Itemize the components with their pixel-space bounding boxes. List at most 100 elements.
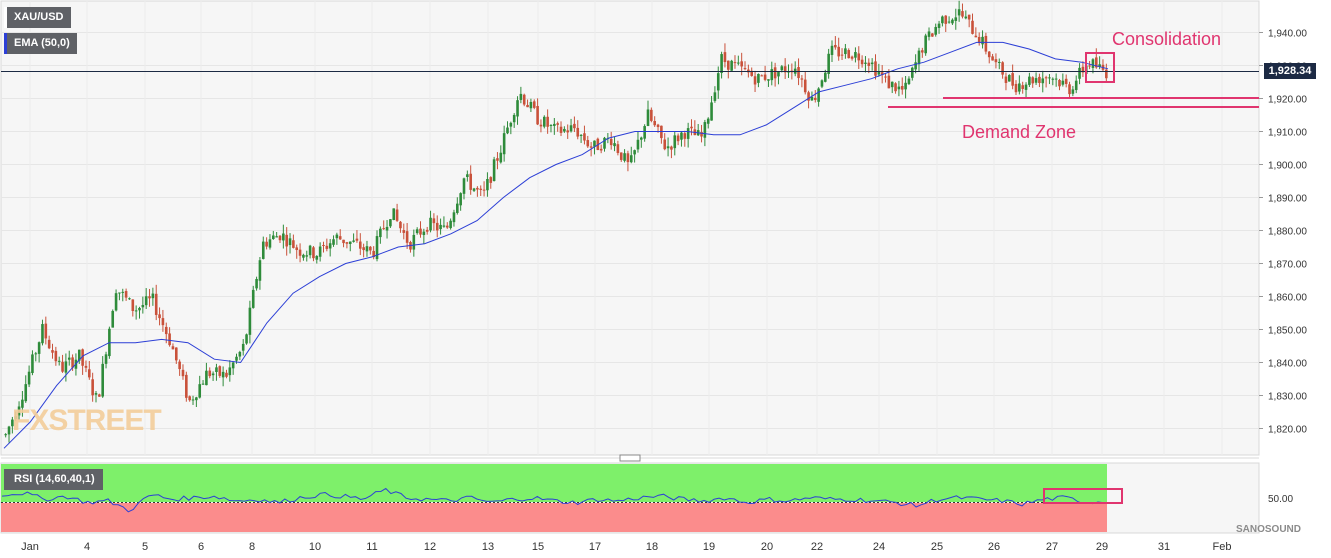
candle-body — [619, 152, 623, 160]
candle-body — [824, 72, 827, 82]
candle-body — [385, 226, 389, 231]
candle-body — [1051, 78, 1055, 80]
candle-body — [369, 246, 372, 251]
candle-body — [579, 134, 583, 136]
candle-body — [680, 132, 683, 140]
candle-body — [633, 150, 636, 155]
candle-body — [512, 114, 516, 123]
candle-body — [904, 82, 907, 90]
candle-body — [174, 347, 178, 361]
candle-body — [971, 20, 974, 34]
time-tick-label: 12 — [424, 541, 436, 553]
candle-body — [415, 229, 419, 234]
candle-body — [1044, 77, 1048, 79]
candle-body — [763, 74, 767, 80]
candle-body — [238, 351, 242, 357]
candle-body — [268, 239, 272, 248]
candle-body — [148, 296, 151, 299]
candle-body — [563, 128, 566, 132]
candle-body — [178, 361, 181, 370]
candle-body — [181, 369, 185, 377]
candle-body — [302, 254, 305, 258]
candle-body — [559, 126, 563, 133]
candle-body — [486, 179, 489, 191]
time-tick-label: Jan — [21, 541, 39, 553]
candle-body — [1078, 67, 1081, 79]
candle-body — [392, 208, 396, 220]
candle-body — [720, 54, 723, 74]
candle-body — [158, 314, 161, 319]
candle-body — [335, 234, 339, 239]
price-tick-label: 1,920.00 — [1268, 95, 1307, 106]
candle-body — [4, 434, 7, 436]
candle-body — [352, 240, 355, 242]
candle-body — [629, 155, 633, 163]
candle-body — [17, 406, 21, 416]
candle-body — [114, 293, 118, 311]
candle-body — [683, 133, 687, 139]
candle-body — [783, 66, 787, 73]
candle-body — [358, 241, 362, 249]
candle-body — [937, 23, 941, 28]
candle-body — [101, 363, 104, 397]
candle-body — [375, 236, 379, 260]
candle-body — [609, 138, 613, 146]
candle-body — [967, 14, 971, 20]
candle-body — [111, 310, 115, 328]
candle-body — [124, 291, 128, 298]
candle-body — [185, 374, 188, 398]
candle-body — [921, 50, 924, 53]
candle-body — [974, 35, 978, 38]
candle-body — [1041, 78, 1045, 84]
candle-body — [917, 50, 921, 65]
candle-body — [201, 383, 205, 385]
candle-body — [646, 109, 650, 126]
main-plot-area — [0, 0, 1260, 456]
candle-body — [275, 236, 278, 238]
candle-body — [171, 346, 175, 350]
candle-body — [900, 86, 904, 90]
candle-body — [37, 342, 41, 354]
candle-body — [723, 52, 727, 63]
candle-body — [994, 59, 998, 63]
rsi-highlight-box — [1043, 488, 1123, 504]
candle-body — [964, 16, 968, 19]
candle-body — [676, 135, 680, 142]
candle-body — [305, 255, 309, 257]
candle-body — [261, 241, 265, 259]
panel-resize-handle[interactable] — [619, 454, 641, 462]
candle-body — [1064, 78, 1068, 84]
candle-body — [98, 394, 101, 397]
candle-body — [556, 123, 559, 125]
candle-body — [700, 132, 703, 137]
time-tick-label: 25 — [931, 541, 943, 553]
candle-body — [355, 238, 359, 241]
candle-body — [469, 173, 472, 190]
time-tick-label: 31 — [1158, 541, 1170, 553]
time-tick-label: 6 — [198, 541, 204, 553]
price-tick-label: 1,870.00 — [1268, 260, 1307, 271]
candle-body — [830, 45, 834, 55]
candle-body — [272, 235, 275, 240]
candle-body — [803, 79, 807, 93]
candle-body — [442, 225, 446, 227]
candle-body — [787, 71, 790, 73]
candle-body — [218, 366, 222, 376]
candle-body — [402, 230, 406, 233]
candle-body — [670, 146, 673, 150]
candle-body — [492, 159, 496, 181]
candle-body — [459, 193, 462, 206]
candle-body — [258, 260, 262, 281]
price-tick-label: 1,890.00 — [1268, 194, 1307, 205]
time-tick-label: 17 — [589, 541, 601, 553]
candle-body — [519, 93, 523, 100]
candle-body — [67, 357, 71, 360]
candle-body — [61, 361, 64, 372]
candle-body — [54, 350, 58, 362]
candle-body — [285, 234, 288, 247]
candle-body — [542, 116, 546, 127]
candle-body — [977, 36, 981, 44]
candle-body — [1105, 69, 1108, 79]
candle-body — [599, 148, 603, 151]
candle-body — [292, 240, 295, 248]
